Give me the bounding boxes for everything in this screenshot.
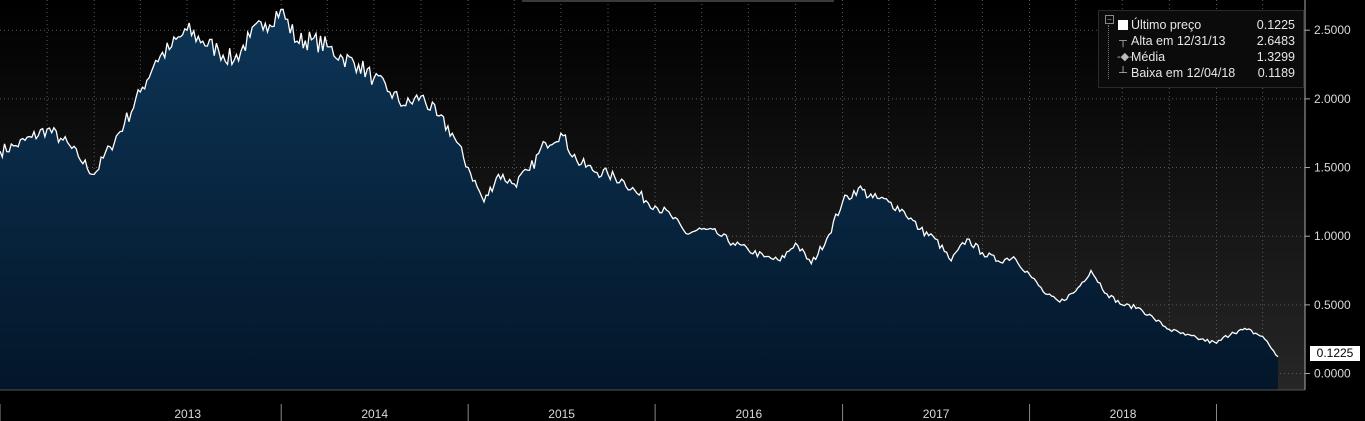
- y-axis: 0.0000 0.5000 1.0000 1.5000 2.0000 2.5000: [1305, 23, 1351, 381]
- legend-value-last: 0.1225: [1256, 18, 1295, 32]
- legend-row-last: Último preço 0.1225: [1099, 17, 1303, 33]
- legend-tree-line: [1108, 25, 1109, 79]
- legend-label-high: Alta em 12/31/13: [1131, 34, 1226, 48]
- x-axis: 2013 2014 2015 2016 2017 2018: [0, 404, 1218, 421]
- x-tick-label: 2013: [174, 407, 201, 421]
- x-tick-label: 2016: [736, 407, 763, 421]
- mean-marker-icon: -◆-: [1117, 51, 1133, 63]
- y-tick-label: 2.5000: [1314, 23, 1351, 37]
- x-tick-label: 2014: [361, 407, 388, 421]
- legend-label-mean: Média: [1131, 50, 1166, 64]
- legend-collapse-icon[interactable]: −: [1105, 15, 1114, 24]
- legend-value-high: 2.6483: [1256, 34, 1295, 48]
- legend-swatch-icon: [1118, 20, 1128, 30]
- last-price-tag: 0.1225: [1310, 346, 1360, 361]
- series-line: [0, 8, 1279, 358]
- header-bar: [522, 0, 834, 2]
- low-marker-icon: ┴: [1119, 67, 1127, 79]
- x-tick-label: 2015: [548, 407, 575, 421]
- y-tick-label: 0.5000: [1314, 298, 1351, 312]
- legend-label-last: Último preço: [1131, 18, 1202, 32]
- legend-row-low: ┴ Baixa em 12/04/18 0.1189: [1099, 65, 1303, 81]
- legend-label-low: Baixa em 12/04/18: [1131, 66, 1236, 80]
- y-tick-label: 2.0000: [1314, 92, 1351, 106]
- high-marker-icon: ┬: [1119, 35, 1127, 47]
- x-tick-label: 2018: [1110, 407, 1137, 421]
- legend-value-mean: 1.3299: [1256, 50, 1295, 64]
- legend-value-low: 0.1189: [1257, 66, 1295, 80]
- legend[interactable]: − Último preço 0.1225 ┬ Alta em 12/31/13…: [1098, 10, 1304, 88]
- x-tick-label: 2017: [923, 407, 950, 421]
- legend-row-mean: -◆- Média 1.3299: [1099, 49, 1303, 65]
- y-tick-label: 1.0000: [1314, 229, 1351, 243]
- legend-row-high: ┬ Alta em 12/31/13 2.6483: [1099, 33, 1303, 49]
- series-area: [0, 9, 1278, 391]
- y-tick-label: 1.5000: [1314, 161, 1351, 175]
- y-tick-label: 0.0000: [1314, 367, 1351, 381]
